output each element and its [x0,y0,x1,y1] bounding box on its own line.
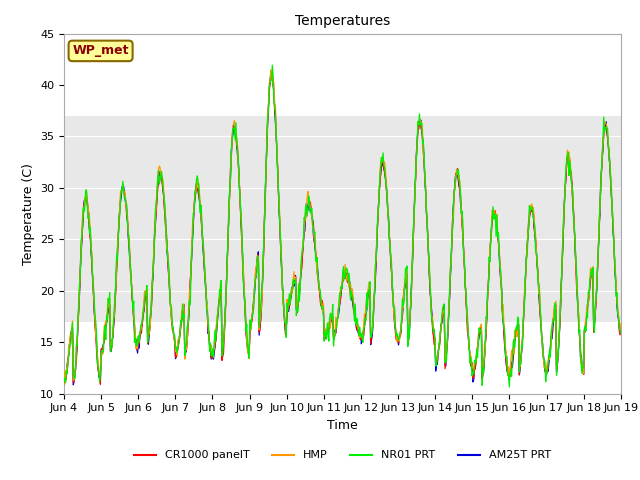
Y-axis label: Temperature (C): Temperature (C) [22,163,35,264]
Title: Temperatures: Temperatures [295,14,390,28]
Text: WP_met: WP_met [72,44,129,58]
Bar [64,116,621,322]
Legend: CR1000 panelT, HMP, NR01 PRT, AM25T PRT: CR1000 panelT, HMP, NR01 PRT, AM25T PRT [129,446,556,465]
X-axis label: Time: Time [327,419,358,432]
